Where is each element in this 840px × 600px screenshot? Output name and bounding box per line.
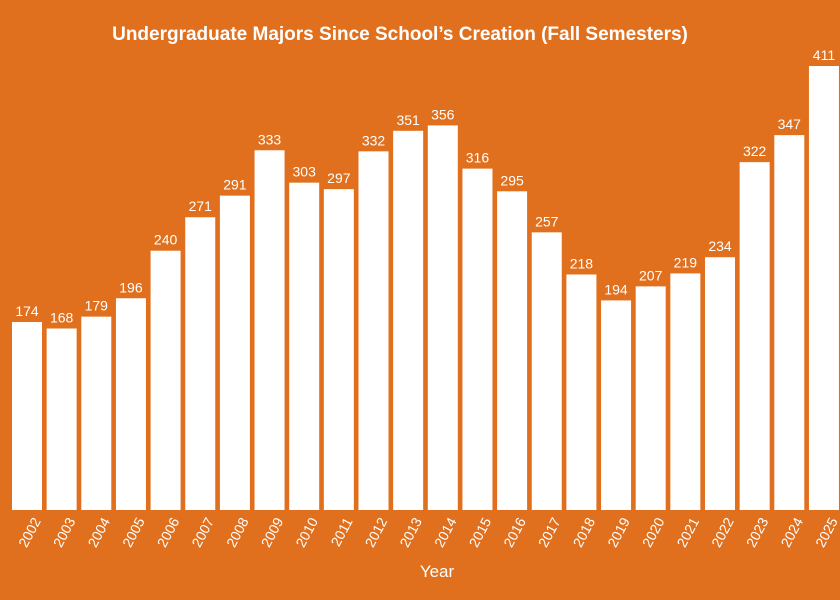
x-tick-label-2002: 2002 [15,515,44,550]
x-tick-label-2013: 2013 [396,515,425,550]
data-label-2020: 207 [639,267,663,283]
bar-2019 [601,300,632,510]
chart-title: Undergraduate Majors Since School’s Crea… [112,24,688,45]
x-tick-label-2019: 2019 [604,515,633,550]
data-label-2011: 297 [327,170,351,186]
data-label-2003: 168 [50,310,74,326]
bar-2021 [670,273,701,510]
x-tick-label-2021: 2021 [673,515,702,550]
x-tick-label-2004: 2004 [84,515,113,550]
x-tick-label-2006: 2006 [154,515,183,550]
bar-2008 [219,195,250,510]
data-label-2012: 332 [362,132,386,148]
bar-2003 [46,328,77,510]
data-label-2024: 347 [778,116,802,132]
bar-2006 [150,250,181,511]
x-tick-label-2010: 2010 [292,515,321,550]
x-tick-label-2005: 2005 [119,515,148,550]
data-label-2022: 234 [708,238,732,254]
x-tick-label-2011: 2011 [327,515,355,549]
x-tick-label-2009: 2009 [258,515,287,550]
data-label-2018: 218 [570,256,594,272]
bar-2022 [705,257,735,510]
x-tick-label-2023: 2023 [743,515,772,550]
bar-2017 [531,232,562,511]
bar-2015 [462,168,493,510]
bar-2020 [635,286,666,510]
bar-2002 [12,322,42,510]
x-tick-label-2017: 2017 [535,515,564,550]
bar-2024 [774,135,805,510]
data-label-2007: 271 [189,198,213,214]
data-label-2015: 316 [466,150,490,166]
data-label-2006: 240 [154,232,178,248]
x-tick-label-2024: 2024 [777,515,806,550]
data-label-2005: 196 [119,279,143,295]
x-tick-label-2008: 2008 [223,515,252,550]
x-tick-label-2003: 2003 [50,515,79,550]
bar-2025 [808,66,839,510]
data-label-2014: 356 [431,106,455,122]
data-label-2025: 411 [813,47,836,63]
data-label-2016: 295 [500,172,524,188]
x-tick-label-2022: 2022 [708,515,737,550]
data-label-2002: 174 [15,303,39,319]
bar-2004 [81,316,112,510]
x-tick-label-2012: 2012 [362,515,391,550]
x-tick-label-2020: 2020 [639,515,668,550]
bar-2007 [185,217,216,511]
bar-2009 [254,150,285,510]
x-tick-label-2007: 2007 [188,515,217,550]
data-label-2009: 333 [258,131,282,147]
bar-2011 [323,189,354,510]
data-label-2023: 322 [743,143,767,159]
data-label-2008: 291 [223,177,247,193]
bar-2010 [289,182,320,511]
data-label-2004: 179 [85,298,109,314]
data-label-2021: 219 [674,254,698,270]
bar-2018 [566,274,597,510]
bar-2013 [393,130,424,510]
x-axis-title: Year [419,562,455,581]
bar-2023 [739,162,770,510]
data-label-2013: 351 [396,112,420,128]
x-tick-label-2025: 2025 [812,515,840,550]
data-label-2019: 194 [604,281,628,297]
bar-2016 [497,191,528,510]
x-tick-label-2016: 2016 [500,515,529,550]
bar-2012 [358,151,389,510]
data-label-2017: 257 [535,213,559,229]
bar-2014 [427,125,458,511]
x-tick-label-2018: 2018 [569,515,598,550]
bar-2005 [115,298,146,510]
x-tick-label-2014: 2014 [431,515,460,550]
x-tick-label-2015: 2015 [466,515,495,550]
data-label-2010: 303 [293,164,317,180]
